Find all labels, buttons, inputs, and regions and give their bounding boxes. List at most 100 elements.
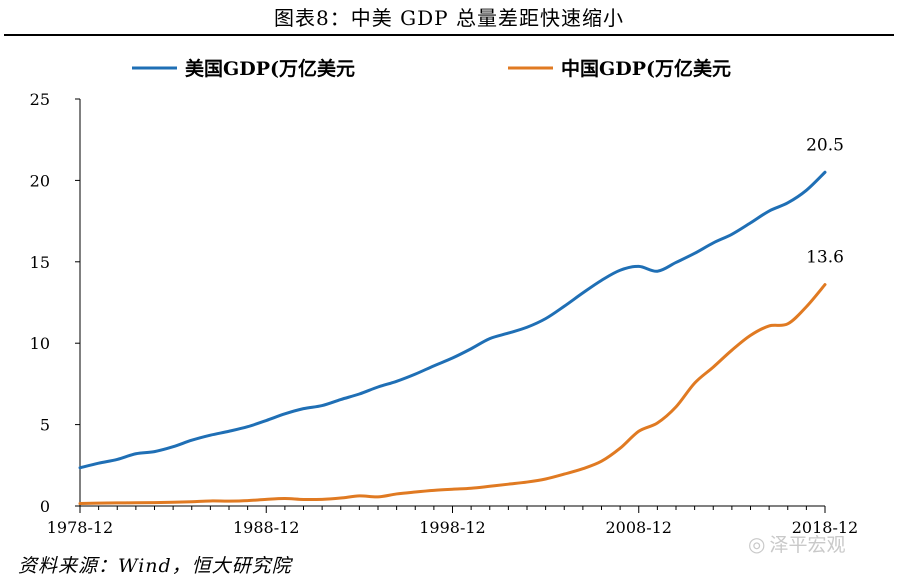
data-point-us	[451, 357, 454, 360]
data-point-us	[283, 412, 286, 415]
series-line-us	[78, 170, 827, 470]
data-point-china	[749, 334, 752, 337]
y-tick-label: 0	[40, 497, 50, 516]
data-point-us	[246, 425, 249, 428]
data-point-china	[395, 492, 398, 495]
legend-label-china: 中国GDP(万亿美元	[561, 57, 731, 80]
data-point-us	[153, 450, 156, 453]
data-point-us	[172, 445, 175, 448]
data-point-us	[339, 398, 342, 401]
data-point-china	[432, 489, 435, 492]
data-point-china	[116, 501, 119, 504]
data-point-china	[377, 495, 380, 498]
data-point-us	[507, 332, 510, 335]
data-point-us	[470, 347, 473, 350]
data-point-china	[656, 421, 659, 424]
data-point-us	[265, 419, 268, 422]
data-point-us	[395, 380, 398, 383]
data-point-us	[377, 385, 380, 388]
data-point-china	[712, 366, 715, 369]
data-point-us	[730, 233, 733, 236]
data-point-china	[134, 501, 137, 504]
data-point-us	[544, 317, 547, 320]
data-point-china	[544, 477, 547, 480]
y-tick-label: 10	[30, 334, 50, 353]
data-point-china	[488, 485, 491, 488]
data-point-us	[414, 373, 417, 376]
end-label-us: 20.5	[806, 135, 844, 155]
x-tick-label: 1998-12	[419, 518, 485, 537]
data-point-china	[283, 497, 286, 500]
data-point-us	[805, 189, 808, 192]
data-point-us	[209, 434, 212, 437]
data-point-china	[693, 382, 696, 385]
data-point-china	[619, 447, 622, 450]
data-point-us	[79, 466, 82, 469]
data-point-china	[507, 483, 510, 486]
legend: 美国GDP(万亿美元 中国GDP(万亿美元	[132, 57, 731, 80]
data-point-china	[79, 502, 82, 505]
y-tick-label: 5	[40, 416, 50, 435]
data-point-us	[116, 458, 119, 461]
x-tick-label: 1978-12	[47, 518, 113, 537]
data-point-china	[228, 500, 231, 503]
data-point-china	[786, 322, 789, 325]
data-point-china	[768, 324, 771, 327]
wechat-icon: ◎	[748, 531, 766, 556]
data-point-china	[563, 473, 566, 476]
chart-title: 图表8：中美 GDP 总量差距快速缩小	[274, 6, 624, 30]
x-tick-label: 1988-12	[233, 518, 299, 537]
data-point-china	[97, 502, 100, 505]
source-note: 资料来源：Wind，恒大研究院	[18, 555, 292, 577]
data-point-us	[768, 210, 771, 213]
data-point-china	[600, 460, 603, 463]
axes: 0 5 10 15 20 25 1978-12 1988-12 1998-12 2008-12 20…	[30, 90, 859, 537]
data-point-us	[637, 265, 640, 268]
data-point-china	[246, 499, 249, 502]
data-point-us	[693, 252, 696, 255]
data-point-china	[637, 430, 640, 433]
data-point-china	[470, 487, 473, 490]
data-point-us	[432, 364, 435, 367]
data-point-china	[321, 498, 324, 501]
data-point-us	[302, 407, 305, 410]
data-point-us	[712, 241, 715, 244]
y-tick-label: 20	[30, 171, 50, 190]
data-point-china	[190, 500, 193, 503]
data-point-us	[656, 270, 659, 273]
data-point-us	[190, 439, 193, 442]
x-tick-label: 2008-12	[606, 518, 672, 537]
data-point-china	[302, 498, 305, 501]
x-tick-label: 2018-12	[792, 518, 858, 537]
data-point-china	[339, 497, 342, 500]
data-point-us	[97, 462, 100, 465]
data-point-china	[172, 501, 175, 504]
data-point-us	[563, 305, 566, 308]
data-point-china	[209, 499, 212, 502]
y-tick-label: 25	[30, 90, 50, 109]
data-point-us	[488, 337, 491, 340]
data-point-us	[675, 261, 678, 264]
title-rule	[4, 34, 894, 36]
data-point-china	[805, 305, 808, 308]
data-point-us	[134, 452, 137, 455]
data-point-us	[228, 430, 231, 433]
legend-label-us: 美国GDP(万亿美元	[185, 57, 355, 80]
data-point-us	[581, 291, 584, 294]
data-point-china	[675, 405, 678, 408]
data-point-us	[824, 171, 827, 174]
data-point-us	[321, 404, 324, 407]
data-point-us	[358, 392, 361, 395]
data-point-china	[153, 501, 156, 504]
data-point-us	[749, 221, 752, 224]
end-label-china: 13.6	[806, 248, 844, 268]
y-tick-label: 15	[30, 253, 50, 272]
data-point-us	[600, 279, 603, 282]
data-point-china	[824, 283, 827, 286]
data-point-china	[581, 467, 584, 470]
data-point-china	[414, 490, 417, 493]
watermark: ◎ 泽平宏观	[748, 530, 845, 557]
data-point-china	[265, 498, 268, 501]
data-point-china	[526, 481, 529, 484]
